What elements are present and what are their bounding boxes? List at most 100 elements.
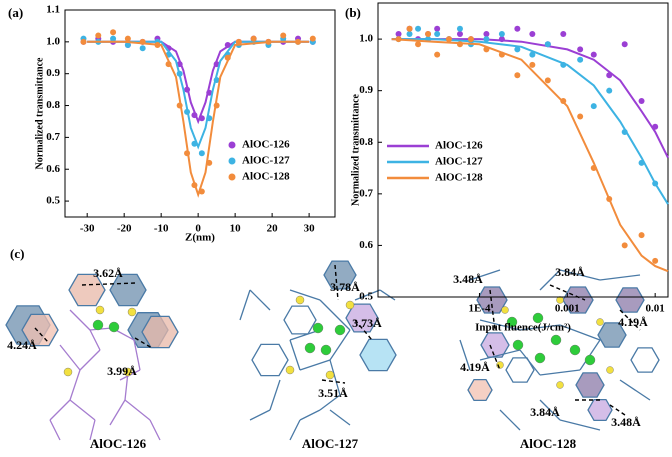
bond: [539, 269, 561, 291]
point: [606, 196, 613, 202]
point: [514, 72, 521, 79]
contact: [354, 319, 373, 341]
point: [498, 36, 505, 43]
point: [577, 46, 584, 53]
point: [590, 165, 597, 172]
bond: [499, 409, 521, 431]
ring: [251, 343, 289, 377]
point: [498, 51, 505, 58]
bond: [379, 289, 396, 301]
point: [577, 113, 584, 120]
bond: [559, 419, 601, 431]
bond: [249, 409, 271, 421]
y-tick-label: 1.0: [46, 35, 60, 47]
bond: [519, 324, 561, 331]
ring: [359, 338, 397, 372]
point: [139, 38, 146, 45]
point: [529, 61, 536, 68]
ring: [587, 398, 613, 422]
bond: [299, 359, 331, 371]
distance-label: 3.62Å: [93, 266, 123, 280]
bond: [459, 339, 471, 371]
point: [638, 98, 645, 104]
atom: [123, 367, 133, 377]
atom: [285, 365, 295, 375]
point: [544, 41, 551, 48]
atom: [108, 321, 120, 333]
point: [165, 61, 172, 68]
atom: [325, 370, 335, 380]
atom: [532, 312, 544, 324]
point: [529, 51, 536, 58]
x-tick-label: -20: [117, 223, 132, 235]
contact: [134, 337, 153, 349]
point: [456, 30, 463, 37]
point: [95, 32, 102, 39]
point: [529, 30, 536, 37]
atom: [334, 324, 346, 336]
atom: [506, 316, 518, 328]
distance-label: 3.78Å: [330, 280, 360, 294]
point: [434, 30, 441, 37]
ring: [476, 286, 508, 314]
bond: [49, 419, 61, 441]
structure-art: [5, 260, 660, 441]
bond: [59, 344, 81, 371]
bond: [469, 269, 501, 281]
plot-frame: [377, 2, 669, 298]
x-tick-label: 10: [230, 223, 242, 235]
bond: [269, 379, 281, 411]
point: [406, 25, 413, 32]
point: [250, 35, 257, 42]
y-tick-label: 0.6: [46, 163, 60, 175]
atom: [312, 322, 324, 334]
structure-name: AlOC-126: [90, 436, 147, 451]
point: [434, 51, 441, 58]
point: [652, 123, 659, 130]
ring: [480, 332, 510, 358]
point: [498, 30, 505, 37]
atom: [345, 300, 355, 310]
point: [184, 108, 191, 115]
panel-label: (b): [345, 5, 361, 20]
point: [309, 35, 316, 42]
point: [406, 30, 413, 37]
structure-name: AlOC-128: [520, 436, 577, 451]
y-tick-label: 0.9: [46, 67, 60, 79]
x-tick-label: 30: [304, 223, 316, 235]
y-tick-label: 1.1: [46, 4, 60, 16]
distance-label: 4.24Å: [7, 338, 37, 352]
bond: [69, 309, 91, 331]
point: [590, 51, 597, 58]
fit-line: [391, 38, 669, 159]
point: [206, 115, 213, 122]
atom: [512, 339, 524, 351]
point: [560, 30, 567, 37]
bond: [479, 319, 521, 331]
ring: [283, 305, 317, 335]
ring: [141, 315, 179, 349]
contact: [619, 309, 641, 331]
atom: [534, 352, 546, 364]
legend-label: AlOC-128: [435, 172, 483, 184]
point: [224, 42, 231, 49]
panel-label: (c): [10, 246, 24, 261]
atom: [550, 334, 562, 346]
fit-line: [87, 40, 310, 150]
x-axis-title: Input fluence(J/cm²): [475, 322, 571, 334]
bond: [79, 349, 101, 371]
point: [606, 87, 613, 94]
bond: [299, 409, 321, 421]
distance-label: 3.51Å: [318, 386, 348, 400]
ring: [21, 313, 59, 347]
distance-label: 3.84Å: [530, 405, 560, 419]
x-tick-label: 0.001: [555, 303, 580, 315]
y-tick-label: 0.5: [46, 195, 60, 207]
x-tick-label: 1E-4: [468, 303, 491, 315]
atom: [606, 366, 614, 374]
point: [176, 70, 183, 77]
point: [295, 38, 302, 45]
atom: [320, 344, 332, 356]
distance-label: 3.84Å: [555, 265, 585, 279]
